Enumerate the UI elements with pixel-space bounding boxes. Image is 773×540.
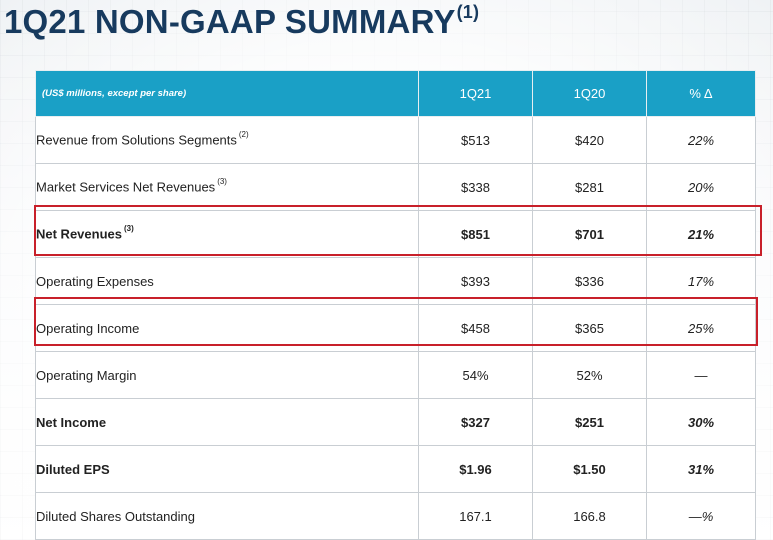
cell-1q20: 52%: [532, 351, 647, 399]
row-label: Operating Margin: [35, 351, 419, 399]
cell-pct: 17%: [646, 257, 756, 305]
table-row: Revenue from Solutions Segments (2) $513 …: [35, 116, 756, 164]
row-label: Diluted Shares Outstanding: [35, 492, 419, 540]
summary-table: (US$ millions, except per share) 1Q21 1Q…: [35, 70, 756, 540]
cell-pct: 20%: [646, 163, 756, 211]
cell-1q20: 166.8: [532, 492, 647, 540]
cell-1q20: $1.50: [532, 445, 647, 493]
page-title-text: 1Q21 NON-GAAP SUMMARY: [4, 3, 456, 40]
header-pct-change: % Δ: [646, 70, 756, 117]
header-1q20: 1Q20: [532, 70, 647, 117]
row-label: Revenue from Solutions Segments (2): [35, 116, 419, 164]
header-units-label: (US$ millions, except per share): [35, 70, 419, 117]
cell-1q21: 54%: [418, 351, 533, 399]
row-label: Operating Expenses: [35, 257, 419, 305]
cell-1q20: $251: [532, 398, 647, 446]
row-label: Market Services Net Revenues (3): [35, 163, 419, 211]
table-row: Operating Margin 54% 52% —: [35, 351, 756, 399]
header-1q21: 1Q21: [418, 70, 533, 117]
row-label: Net Income: [35, 398, 419, 446]
table-row: Net Income $327 $251 30%: [35, 398, 756, 446]
table-row: Market Services Net Revenues (3) $338 $28…: [35, 163, 756, 211]
table-row: Operating Income $458 $365 25%: [35, 304, 756, 352]
table-row: Diluted Shares Outstanding 167.1 166.8 —…: [35, 492, 756, 540]
page-title-footnote: (1): [456, 2, 480, 22]
cell-pct: 22%: [646, 116, 756, 164]
cell-1q20: $281: [532, 163, 647, 211]
cell-1q21: 167.1: [418, 492, 533, 540]
cell-1q21: $393: [418, 257, 533, 305]
cell-pct: 25%: [646, 304, 756, 352]
cell-1q21: $1.96: [418, 445, 533, 493]
cell-1q20: $365: [532, 304, 647, 352]
table-row: Net Revenues (3) $851 $701 21%: [35, 210, 756, 258]
cell-1q20: $701: [532, 210, 647, 258]
cell-pct: 21%: [646, 210, 756, 258]
page-title: 1Q21 NON-GAAP SUMMARY(1): [4, 2, 480, 41]
table-row: Diluted EPS $1.96 $1.50 31%: [35, 445, 756, 493]
cell-pct: 30%: [646, 398, 756, 446]
cell-1q20: $420: [532, 116, 647, 164]
cell-1q21: $513: [418, 116, 533, 164]
cell-pct: —: [646, 351, 756, 399]
table-header-row: (US$ millions, except per share) 1Q21 1Q…: [35, 70, 756, 117]
cell-1q21: $327: [418, 398, 533, 446]
table-row: Operating Expenses $393 $336 17%: [35, 257, 756, 305]
cell-1q20: $336: [532, 257, 647, 305]
cell-1q21: $458: [418, 304, 533, 352]
cell-pct: —%: [646, 492, 756, 540]
cell-1q21: $851: [418, 210, 533, 258]
cell-pct: 31%: [646, 445, 756, 493]
cell-1q21: $338: [418, 163, 533, 211]
row-label: Diluted EPS: [35, 445, 419, 493]
row-label: Net Revenues (3): [35, 210, 419, 258]
row-label: Operating Income: [35, 304, 419, 352]
